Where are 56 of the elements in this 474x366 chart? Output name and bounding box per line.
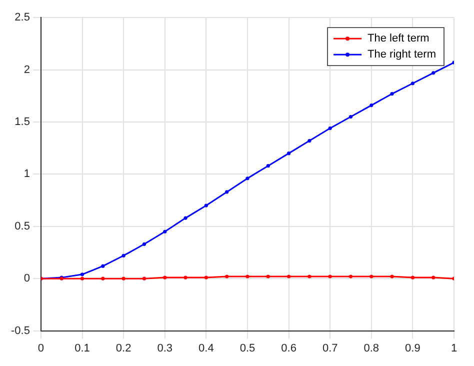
point — [122, 276, 126, 280]
y-tick-label: 1 — [24, 168, 30, 180]
point — [142, 276, 146, 280]
y-tick-label: 2 — [24, 64, 30, 76]
x-tick-label: 0.3 — [157, 342, 173, 354]
y-tick-label: -0.5 — [10, 324, 30, 337]
point — [390, 92, 394, 96]
point — [142, 242, 146, 246]
x-tick-label: 0.9 — [405, 342, 420, 354]
point — [101, 276, 105, 280]
point — [410, 276, 414, 280]
point — [80, 276, 84, 280]
point — [328, 126, 332, 130]
point — [348, 274, 353, 278]
y-tick-label: 0 — [24, 272, 30, 285]
point — [204, 276, 208, 280]
point — [163, 230, 167, 234]
point — [246, 274, 250, 278]
y-tick-label: 2.5 — [14, 12, 30, 24]
point — [370, 274, 374, 278]
x-tick-label: 0.7 — [322, 342, 338, 354]
point — [184, 216, 188, 220]
point — [328, 274, 332, 278]
x-tick-label: 0 — [38, 342, 44, 354]
y-tick-label: 1.5 — [14, 116, 30, 128]
point — [308, 274, 312, 278]
point — [122, 254, 126, 258]
point — [390, 274, 394, 278]
point — [246, 176, 250, 180]
point — [266, 274, 270, 278]
legend-label: The right term — [368, 48, 436, 61]
point — [225, 274, 229, 278]
y-tick-label: 0.5 — [14, 220, 30, 232]
point — [80, 272, 84, 276]
point — [348, 114, 353, 119]
point — [163, 276, 167, 280]
x-tick-label: 0.1 — [74, 342, 90, 354]
point — [432, 276, 436, 280]
point — [286, 152, 291, 156]
x-tick-label: 0.8 — [364, 342, 380, 354]
point — [308, 138, 312, 143]
point — [204, 204, 208, 208]
point — [225, 190, 229, 194]
point — [370, 103, 374, 108]
point — [410, 82, 414, 86]
point — [184, 276, 188, 280]
x-tick-label: 0.5 — [240, 342, 256, 354]
point — [266, 164, 270, 168]
x-tick-label: 0.2 — [116, 342, 132, 354]
legend-label: The left term — [368, 32, 430, 45]
point — [286, 274, 291, 278]
x-tick-label: 0.6 — [281, 342, 296, 354]
point — [432, 71, 436, 75]
x-tick-label: 1 — [450, 342, 458, 354]
x-tick-label: 0.4 — [198, 342, 214, 354]
point — [101, 264, 105, 268]
